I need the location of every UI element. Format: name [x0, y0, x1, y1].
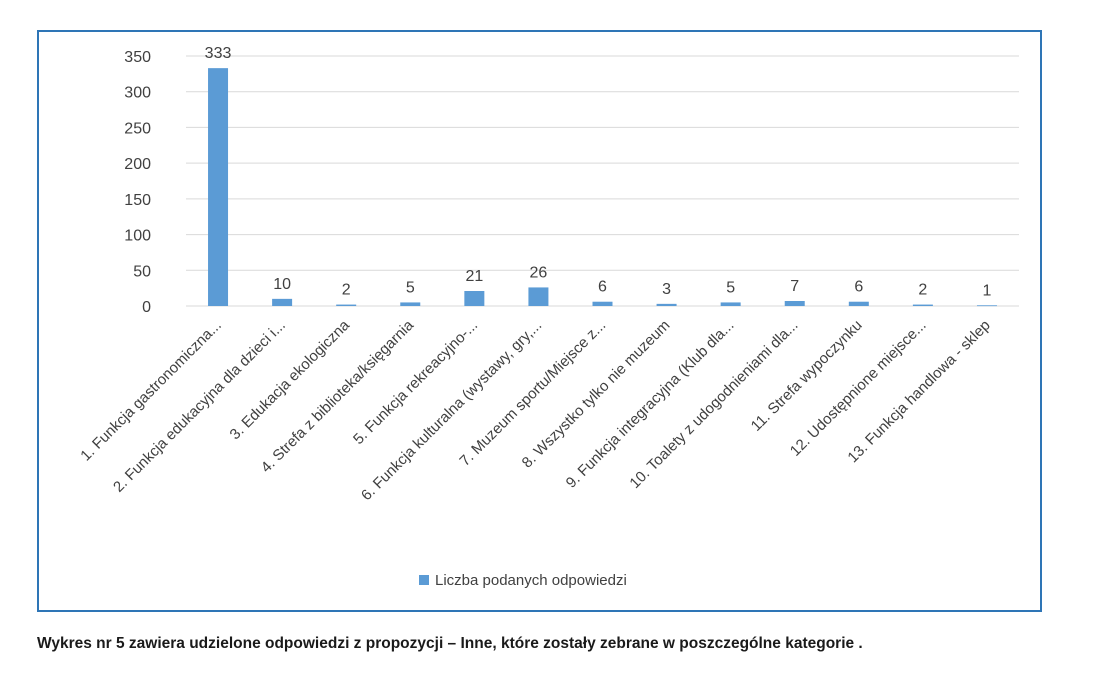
- bar: [528, 287, 549, 306]
- data-label: 333: [205, 45, 232, 62]
- bars: [208, 68, 997, 307]
- bar: [464, 291, 485, 306]
- bar: [848, 301, 869, 306]
- y-tick-label: 0: [142, 299, 151, 316]
- chart-frame: 0 50 100 150 200 250 300 350 333 10 2 5 21 26 6 3 5 7 6 2 1…: [37, 30, 1042, 612]
- category-label: 5. Funkcja rekreacyjno-...: [350, 317, 481, 448]
- data-label: 21: [465, 268, 483, 285]
- data-label: 2: [918, 282, 927, 299]
- category-label: 12. Udostępnione miejsce...: [787, 317, 930, 460]
- category-label: 3. Edukacja ekologiczna: [227, 316, 354, 443]
- bar: [720, 302, 741, 306]
- legend-swatch: [419, 575, 429, 585]
- bar: [208, 68, 229, 306]
- bar: [336, 304, 357, 306]
- data-label: 6: [598, 279, 607, 296]
- data-label: 26: [530, 264, 548, 281]
- y-tick-label: 50: [133, 263, 151, 280]
- gridlines: [186, 55, 1019, 307]
- bar: [976, 305, 997, 307]
- category-labels: 1. Funkcja gastronomiczna...2. Funkcja e…: [77, 316, 994, 504]
- data-label: 5: [726, 279, 735, 296]
- y-tick-label: 250: [124, 120, 151, 137]
- legend-label: Liczba podanych odpowiedzi: [435, 572, 627, 589]
- bar: [912, 304, 933, 306]
- y-tick-label: 350: [124, 49, 151, 66]
- data-label: 10: [273, 276, 291, 293]
- bar: [656, 303, 677, 306]
- bar: [784, 301, 805, 306]
- bar: [400, 302, 421, 306]
- data-label: 7: [790, 278, 799, 295]
- data-label: 5: [406, 279, 415, 296]
- data-label: 2: [342, 282, 351, 299]
- figure-caption: Wykres nr 5 zawiera udzielone odpowiedzi…: [37, 635, 863, 652]
- data-label: 1: [983, 282, 992, 299]
- y-tick-label: 100: [124, 228, 151, 245]
- y-tick-label: 200: [124, 156, 151, 173]
- data-label: 6: [854, 279, 863, 296]
- bar: [592, 301, 613, 306]
- y-tick-label: 300: [124, 85, 151, 102]
- bar: [272, 298, 293, 306]
- category-label: 11. Strefa wypoczynku: [748, 317, 866, 435]
- y-tick-label: 150: [124, 192, 151, 209]
- data-label: 3: [662, 281, 671, 298]
- legend: Liczba podanych odpowiedzi: [419, 572, 627, 589]
- y-axis-ticks: 0 50 100 150 200 250 300 350: [124, 49, 151, 316]
